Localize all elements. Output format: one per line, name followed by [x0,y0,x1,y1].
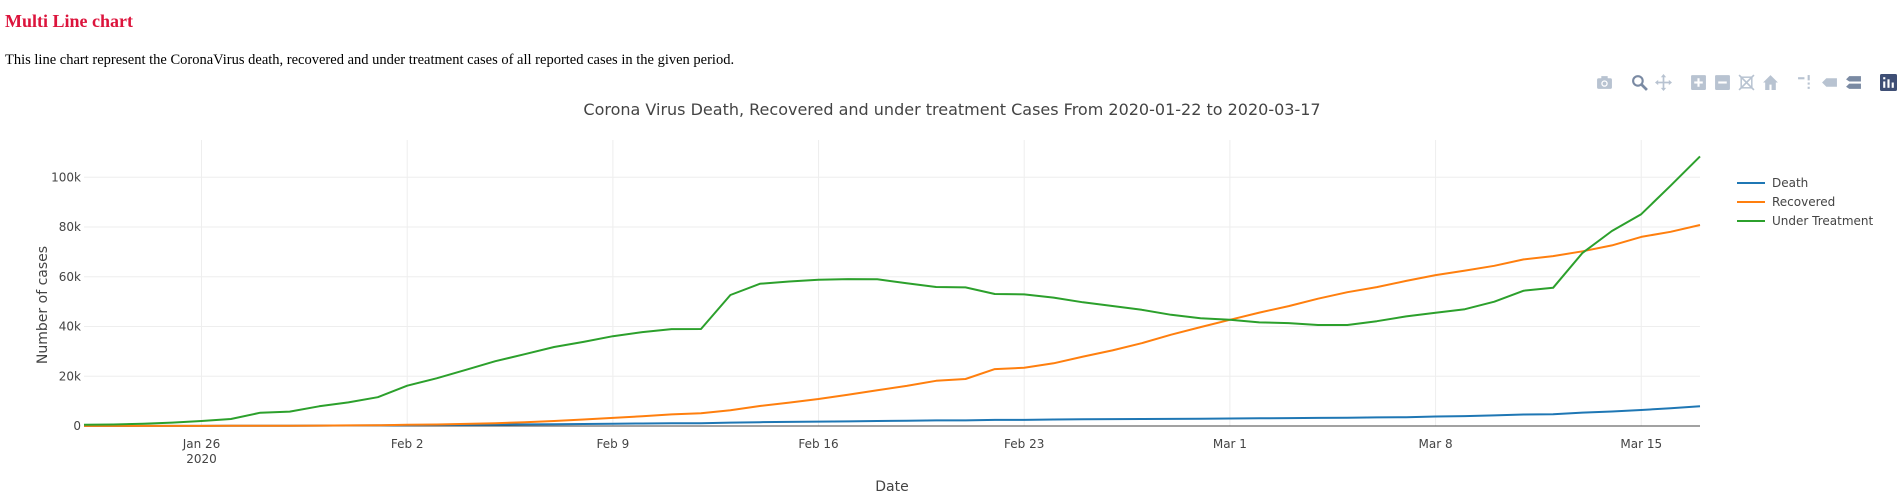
x-tick-label: Feb 2 [391,437,424,451]
series-line-death[interactable] [84,405,1701,427]
legend-label: Recovered [1772,195,1835,209]
series-line-under-treatment[interactable] [83,155,1701,426]
x-tick-label: Jan 26 [182,437,221,451]
reset-axes-icon[interactable] [1762,74,1779,91]
hover-compare-icon[interactable] [1845,74,1862,91]
x-axis-title: Date [875,479,908,495]
y-tick-label: 40k [59,320,81,334]
x-tick-label: Mar 8 [1419,437,1453,451]
page-heading: Multi Line chart [5,11,133,31]
legend-item[interactable]: Recovered [1737,195,1835,209]
legend-item[interactable]: Death [1737,176,1808,190]
x-tick-label: Mar 1 [1213,437,1247,451]
x-tick-label: Feb 9 [597,437,630,451]
camera-icon[interactable] [1596,74,1613,91]
legend-item[interactable]: Under Treatment [1737,214,1873,228]
x-tick-sublabel: 2020 [186,452,217,466]
y-tick-label: 0 [73,419,81,433]
autoscale-icon[interactable] [1738,73,1755,91]
y-tick-label: 80k [59,220,81,234]
pan-icon[interactable] [1655,73,1672,91]
chart-series [83,155,1701,427]
legend-label: Death [1772,176,1808,190]
chart-legend[interactable]: Death Recovered Under Treatment [1737,176,1873,228]
x-tick-label: Mar 15 [1620,437,1662,451]
plotly-logo-icon[interactable] [1880,73,1897,91]
spike-lines-icon[interactable] [1797,74,1814,91]
line-chart: Corona Virus Death, Recovered and under … [35,100,1873,495]
series-line-recovered[interactable] [84,224,1701,427]
legend-label: Under Treatment [1772,214,1873,228]
x-tick-label: Feb 23 [1004,437,1044,451]
chart-title: Corona Virus Death, Recovered and under … [583,100,1320,119]
zoom-icon[interactable] [1631,74,1648,91]
chart-grid [84,140,1700,427]
x-tick-label: Feb 16 [798,437,838,451]
y-tick-label: 100k [51,170,81,184]
y-tick-label: 20k [59,369,81,383]
zoom-in-icon[interactable] [1690,74,1707,91]
zoom-out-icon[interactable] [1714,74,1731,91]
chart-modebar [1596,73,1897,91]
y-axis-title: Number of cases [35,246,51,364]
hover-closest-icon[interactable] [1821,74,1838,91]
y-tick-label: 60k [59,270,81,284]
page-description: This line chart represent the CoronaViru… [5,52,735,68]
